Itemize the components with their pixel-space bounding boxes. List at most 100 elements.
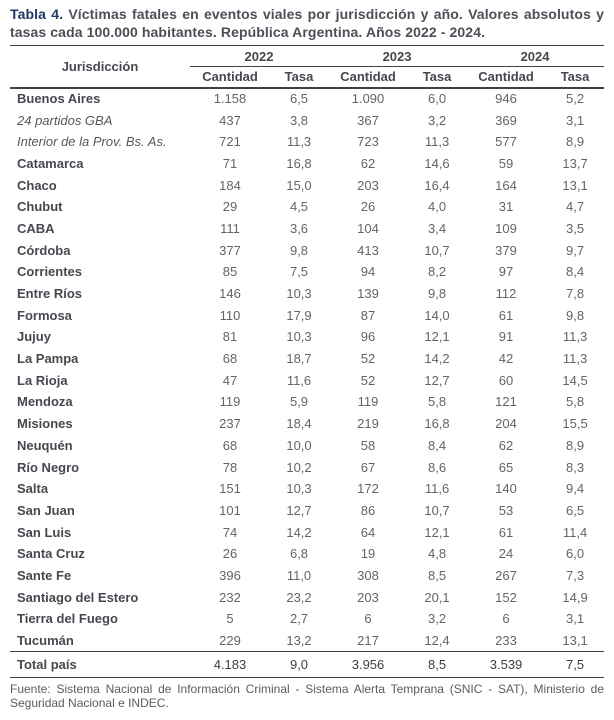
cantidad-2023-cell: 203 xyxy=(357,589,379,605)
cantidad-2022-cell: 47 xyxy=(222,372,238,388)
table-row: 24 partidos GBA 437 3,8 367 3,2 369 3,1 xyxy=(10,109,604,131)
cantidad-2023-cell: 96 xyxy=(360,329,376,345)
tasa-2024-cell: 8,9 xyxy=(566,134,585,150)
tasa-2023-cell: 3,2 xyxy=(427,611,447,627)
tasa-2024-cell: 7,3 xyxy=(566,567,585,583)
tasa-2024-cell: 4,7 xyxy=(566,199,585,215)
cantidad-2024-cell: 233 xyxy=(495,632,517,648)
jurisdiction-cell: Entre Ríos xyxy=(17,286,83,302)
cantidad-2022-cell: 68 xyxy=(222,351,238,367)
tasa-2024-cell: 8,4 xyxy=(566,264,585,280)
cantidad-2023-cell: 67 xyxy=(360,459,376,475)
total-cantidad-2023: 3.956 xyxy=(328,650,409,678)
tasa-2023-cell: 20,1 xyxy=(424,589,450,605)
tasa-2022-cell: 10,3 xyxy=(286,286,312,302)
cantidad-2022-cell: 119 xyxy=(219,394,241,410)
table-row: San Luis 74 14,2 64 12,1 61 11,4 xyxy=(10,521,604,543)
tasa-2022-cell: 11,3 xyxy=(286,134,312,150)
cantidad-2022-cell: 151 xyxy=(219,481,241,497)
tasa-2024-cell: 6,5 xyxy=(566,502,585,518)
tasa-2024-cell: 6,0 xyxy=(566,546,585,562)
tasa-2023-cell: 11,6 xyxy=(424,481,450,497)
cantidad-2022-cell: 396 xyxy=(219,567,241,583)
total-label: Total país xyxy=(10,650,190,678)
cantidad-2024-cell: 577 xyxy=(495,134,517,150)
jurisdiction-cell: Jujuy xyxy=(17,329,51,345)
cantidad-2024-cell: 946 xyxy=(495,91,517,107)
table-row: Formosa 110 17,9 87 14,0 61 9,8 xyxy=(10,304,604,326)
cantidad-2024-cell: 379 xyxy=(495,242,517,258)
year-header-2023: 2023 xyxy=(328,45,467,67)
tasa-2024-cell: 14,5 xyxy=(562,372,588,388)
table-row: La Rioja 47 11,6 52 12,7 60 14,5 xyxy=(10,369,604,391)
cantidad-2022-cell: 721 xyxy=(219,134,241,150)
cantidad-2024-cell: 121 xyxy=(495,394,517,410)
table-row: Mendoza 119 5,9 119 5,8 121 5,8 xyxy=(10,391,604,413)
tasa-2023-cell: 14,2 xyxy=(424,351,450,367)
tasa-2023-cell: 10,7 xyxy=(424,502,450,518)
cantidad-2023-cell: 58 xyxy=(360,437,376,453)
tasa-2022-cell: 10,3 xyxy=(286,481,312,497)
jurisdiction-cell: CABA xyxy=(17,220,55,236)
total-tasa-2023: 8,5 xyxy=(408,650,467,678)
cantidad-2024-cell: 6 xyxy=(502,611,510,627)
table-row: Chaco 184 15,0 203 16,4 164 13,1 xyxy=(10,174,604,196)
tasa-2023-cell: 12,1 xyxy=(424,524,450,540)
tasa-2022-cell: 18,4 xyxy=(286,416,312,432)
source-note: Fuente: Sistema Nacional de Información … xyxy=(10,681,604,711)
tasa-header-2023: Tasa xyxy=(408,66,467,89)
tasa-2024-cell: 13,1 xyxy=(562,177,588,193)
table-row: Buenos Aires 1.158 6,5 1.090 6,0 946 5,2 xyxy=(10,88,604,110)
cantidad-2022-cell: 111 xyxy=(220,220,240,236)
tasa-2024-cell: 5,2 xyxy=(566,91,585,107)
tasa-2022-cell: 10,2 xyxy=(286,459,312,475)
year-header-2022: 2022 xyxy=(190,45,329,67)
year-header-row: Jurisdicción 2022 2023 2024 xyxy=(10,45,605,89)
cantidad-2023-cell: 86 xyxy=(360,502,376,518)
sub-header-row: Cantidad Tasa Cantidad Tasa Cantidad Tas… xyxy=(10,66,605,89)
cantidad-2022-cell: 437 xyxy=(219,112,241,128)
jurisdiction-cell: Chaco xyxy=(17,177,57,193)
tasa-2022-cell: 13,2 xyxy=(286,632,312,648)
cantidad-2023-cell: 26 xyxy=(360,199,376,215)
jurisdiction-cell: San Luis xyxy=(17,524,72,540)
cantidad-2024-cell: 60 xyxy=(498,372,514,388)
cantidad-2022-cell: 78 xyxy=(222,459,238,475)
tasa-2022-cell: 23,2 xyxy=(286,589,312,605)
jurisdiction-cell: Santa Cruz xyxy=(17,546,85,562)
table-row: Jujuy 81 10,3 96 12,1 91 11,3 xyxy=(10,326,604,348)
table-body: Buenos Aires 1.158 6,5 1.090 6,0 946 5,2… xyxy=(10,88,604,652)
cantidad-2024-cell: 109 xyxy=(495,220,517,236)
cantidad-2023-cell: 64 xyxy=(360,524,376,540)
jurisdiction-cell: Corrientes xyxy=(17,264,83,280)
table-row: Río Negro 78 10,2 67 8,6 65 8,3 xyxy=(10,456,604,478)
table-row: Tierra del Fuego 5 2,7 6 3,2 6 3,1 xyxy=(10,608,604,630)
cantidad-2024-cell: 59 xyxy=(498,155,514,171)
tasa-2023-cell: 6,0 xyxy=(427,91,447,107)
cantidad-2022-cell: 85 xyxy=(222,264,238,280)
jurisdiction-cell: Formosa xyxy=(17,307,72,323)
table-row: Córdoba 377 9,8 413 10,7 379 9,7 xyxy=(10,239,604,261)
cantidad-2022-cell: 146 xyxy=(219,286,241,302)
tasa-2023-cell: 8,6 xyxy=(427,459,447,475)
cantidad-2022-cell: 101 xyxy=(219,502,241,518)
tasa-2023-cell: 8,5 xyxy=(427,567,447,583)
table-row: Salta 151 10,3 172 11,6 140 9,4 xyxy=(10,478,604,500)
tasa-2022-cell: 11,0 xyxy=(286,567,312,583)
tasa-2022-cell: 14,2 xyxy=(286,524,312,540)
table-row: Tucumán 229 13,2 217 12,4 233 13,1 xyxy=(10,630,604,652)
jurisdiction-cell: Sante Fe xyxy=(17,567,72,583)
cantidad-2022-cell: 26 xyxy=(222,546,238,562)
cantidad-header-2023: Cantidad xyxy=(328,66,409,89)
cantidad-2022-cell: 5 xyxy=(226,611,234,627)
jurisdiction-cell: Interior de la Prov. Bs. As. xyxy=(17,134,167,150)
cantidad-2024-cell: 61 xyxy=(498,524,514,540)
total-tasa-2024: 7,5 xyxy=(546,650,605,678)
jurisdiction-cell: San Juan xyxy=(17,502,75,518)
tasa-2023-cell: 3,4 xyxy=(427,220,447,236)
tasa-header-2024: Tasa xyxy=(546,66,605,89)
cantidad-2023-cell: 52 xyxy=(360,351,376,367)
tasa-2024-cell: 3,1 xyxy=(566,112,585,128)
tasa-2024-cell: 15,5 xyxy=(562,416,588,432)
